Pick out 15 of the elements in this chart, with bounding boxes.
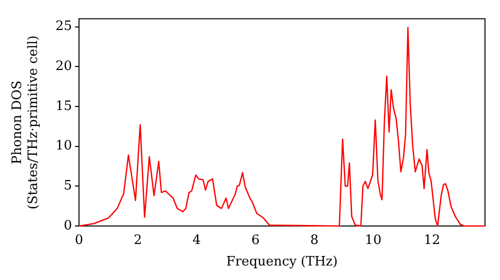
y-tick-label: 15 <box>55 98 72 114</box>
x-axis-title: Frequency (THz) <box>226 254 338 270</box>
x-tick-label: 8 <box>310 233 319 248</box>
y-tick-label: 20 <box>55 58 72 74</box>
x-tick-label: 4 <box>192 233 201 248</box>
y-tick-label: 10 <box>55 138 72 154</box>
x-tick-label: 2 <box>134 233 142 248</box>
x-tick-label: 6 <box>251 233 260 248</box>
y-tick-label: 5 <box>64 178 72 194</box>
y-tick-label: 25 <box>55 19 72 34</box>
y-tick-label: 0 <box>64 218 72 234</box>
x-tick-label: 12 <box>424 233 440 248</box>
x-tick-label: 10 <box>364 233 382 248</box>
y-axis-title: Phonon DOS (States/THz·primitive cell) <box>10 35 41 210</box>
x-tick-label: 0 <box>74 233 84 248</box>
